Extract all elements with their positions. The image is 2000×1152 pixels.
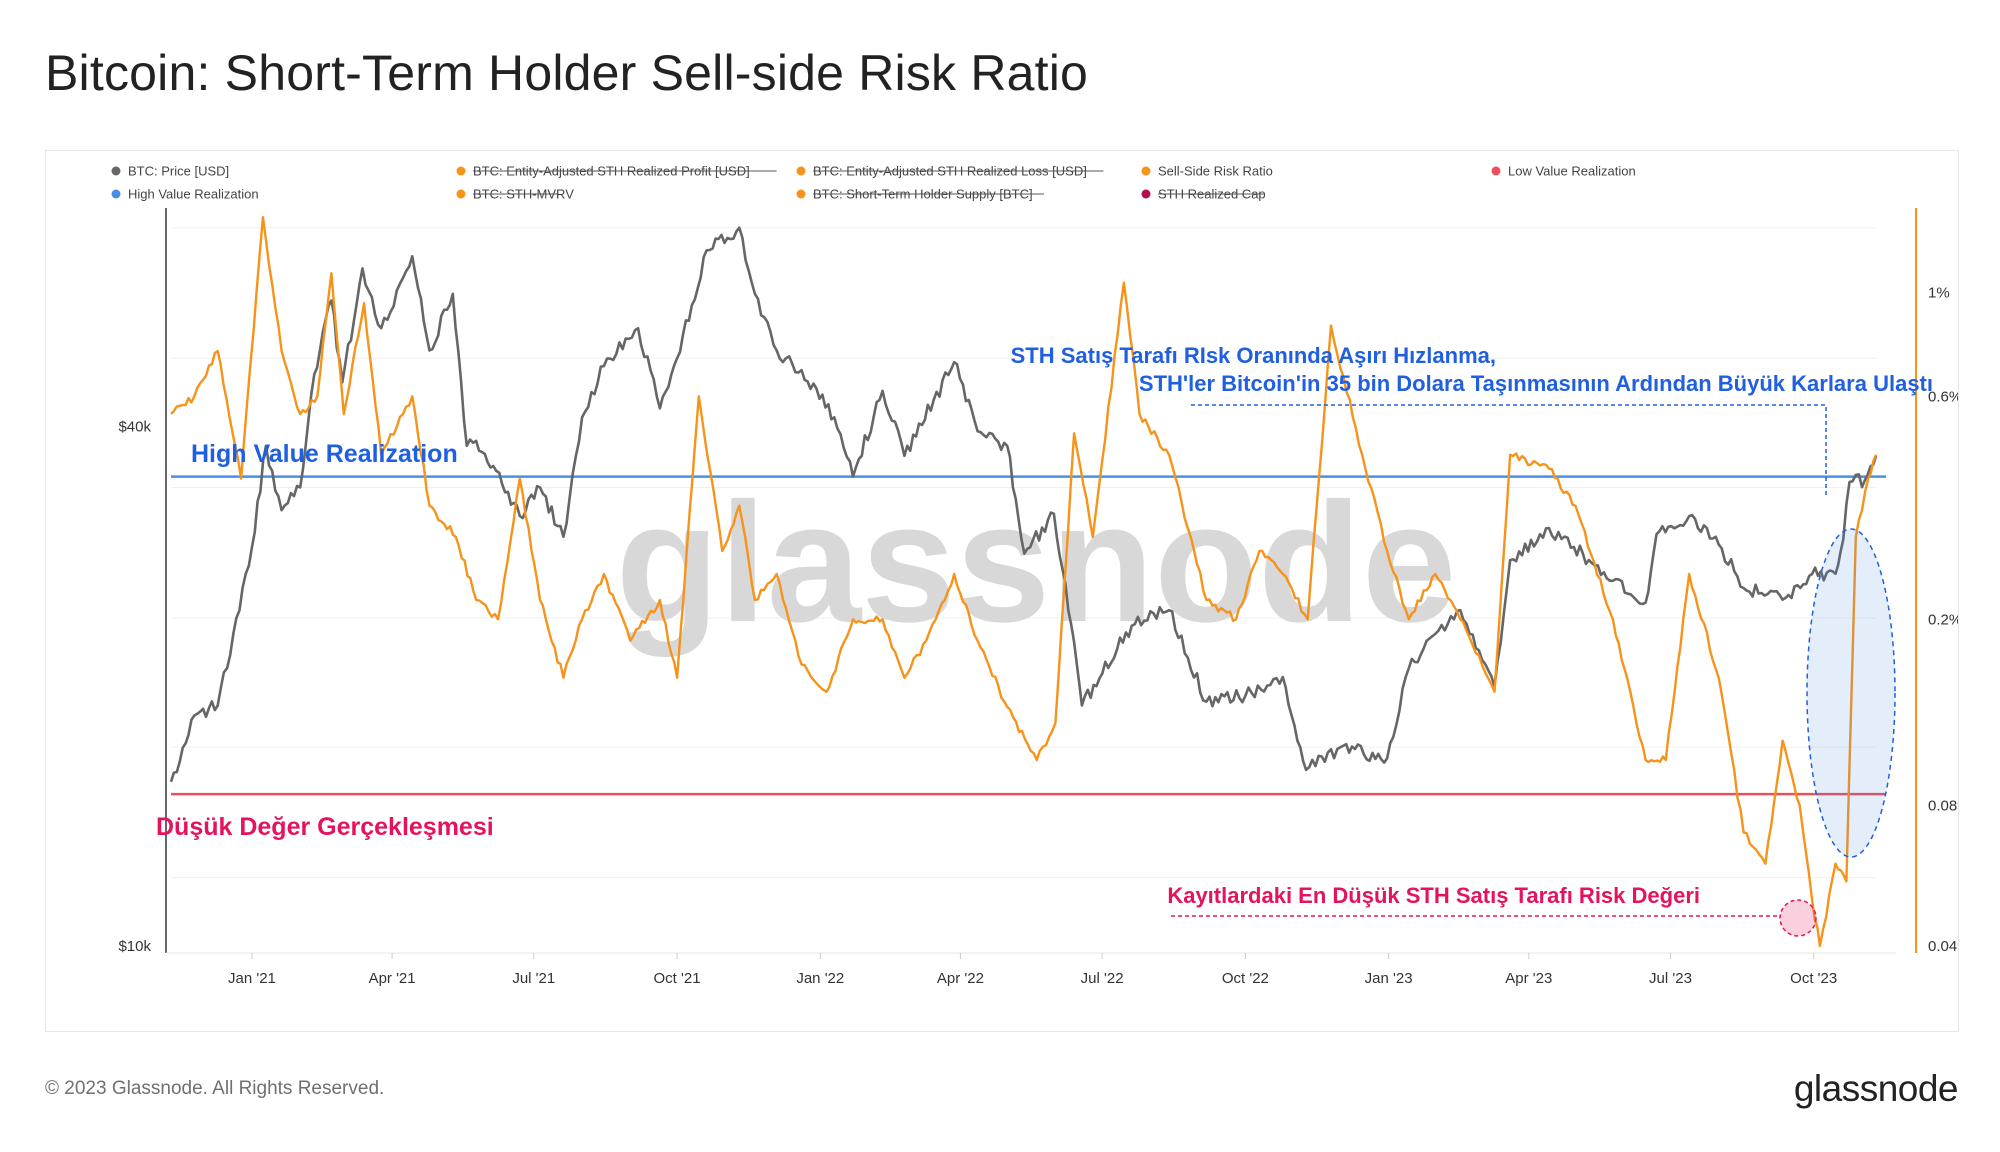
y-left-tick-1: $40k bbox=[118, 419, 151, 436]
axes: $10k $40k 0.04% 0.08% 0.2% 0.6% 1% Jan '21 Apr '… bbox=[118, 208, 1958, 987]
thresholds bbox=[171, 475, 1886, 796]
x-tick-1: Apr '21 bbox=[369, 970, 416, 987]
legend-marker-2[interactable] bbox=[796, 166, 806, 176]
footer-copyright: © 2023 Glassnode. All Rights Reserved. bbox=[45, 1078, 385, 1099]
spike-annotation-line1: STH Satış Tarafı RIsk Oranında Aşırı Hız… bbox=[1011, 343, 1496, 368]
y-left-tick-0: $10k bbox=[118, 938, 151, 955]
low-value-label: Düşük Değer Gerçekleşmesi bbox=[156, 813, 494, 841]
legend-marker-6[interactable] bbox=[456, 189, 466, 199]
x-tick-3: Oct '21 bbox=[654, 970, 701, 987]
legend-marker-0[interactable] bbox=[111, 166, 121, 176]
x-tick-10: Jul '23 bbox=[1649, 970, 1692, 987]
lowest-value-label: Kayıtlardaki En Düşük STH Satış Tarafı R… bbox=[1167, 883, 1700, 908]
legend-marker-4[interactable] bbox=[1491, 166, 1501, 176]
x-tick-9: Apr '23 bbox=[1505, 970, 1552, 987]
chart-svg: BTC: Price [USD] BTC: Entity-Adjusted STH… bbox=[111, 164, 1958, 987]
legend-marker-1[interactable] bbox=[456, 166, 466, 176]
x-tick-7: Oct '22 bbox=[1222, 970, 1269, 987]
x-tick-4: Jan '22 bbox=[796, 970, 844, 987]
x-tick-0: Jan '21 bbox=[228, 970, 276, 987]
y-right-tick-3: 0.6% bbox=[1928, 388, 1958, 405]
legend-marker-5[interactable] bbox=[111, 189, 121, 199]
series bbox=[169, 216, 1878, 948]
x-tick-2: Jul '21 bbox=[512, 970, 555, 987]
high-value-label: High Value Realization bbox=[191, 440, 458, 468]
legend: BTC: Price [USD] BTC: Entity-Adjusted STH… bbox=[111, 164, 1636, 202]
legend-marker-7[interactable] bbox=[796, 189, 806, 199]
legend-label-3[interactable]: Sell-Side Risk Ratio bbox=[1158, 164, 1273, 179]
legend-marker-3[interactable] bbox=[1141, 166, 1151, 176]
legend-marker-8[interactable] bbox=[1141, 189, 1151, 199]
x-tick-5: Apr '22 bbox=[937, 970, 984, 987]
chart-panel: BTC: Price [USD] BTC: Entity-Adjusted STH… bbox=[45, 150, 1959, 1032]
y-right-tick-2: 0.2% bbox=[1928, 611, 1958, 628]
x-tick-8: Jan '23 bbox=[1365, 970, 1413, 987]
y-right-tick-0: 0.04% bbox=[1928, 938, 1958, 955]
gridlines bbox=[171, 227, 1876, 879]
series-line-sell-side-risk-ratio bbox=[170, 216, 1878, 948]
spike-highlight-ellipse bbox=[1806, 528, 1896, 858]
y-right-tick-1: 0.08% bbox=[1928, 797, 1958, 814]
page-title: Bitcoin: Short-Term Holder Sell-side Ris… bbox=[45, 45, 1089, 101]
annotations: High Value Realization Düşük Değer Gerçe… bbox=[156, 343, 1933, 937]
lowest-value-marker bbox=[1779, 899, 1817, 937]
footer-logo: glassnode bbox=[1793, 1068, 1959, 1109]
spike-annotation-line2: STH'ler Bitcoin'in 35 bin Dolara Taşınma… bbox=[1139, 371, 1933, 396]
legend-label-5[interactable]: High Value Realization bbox=[128, 187, 259, 202]
x-tick-11: Oct '23 bbox=[1790, 970, 1837, 987]
legend-label-4[interactable]: Low Value Realization bbox=[1508, 164, 1636, 179]
x-tick-6: Jul '22 bbox=[1081, 970, 1124, 987]
watermark: glassnode bbox=[616, 468, 1457, 658]
y-right-tick-4: 1% bbox=[1928, 285, 1950, 302]
spike-leader-line bbox=[1191, 404, 1827, 496]
legend-label-0[interactable]: BTC: Price [USD] bbox=[128, 164, 229, 179]
